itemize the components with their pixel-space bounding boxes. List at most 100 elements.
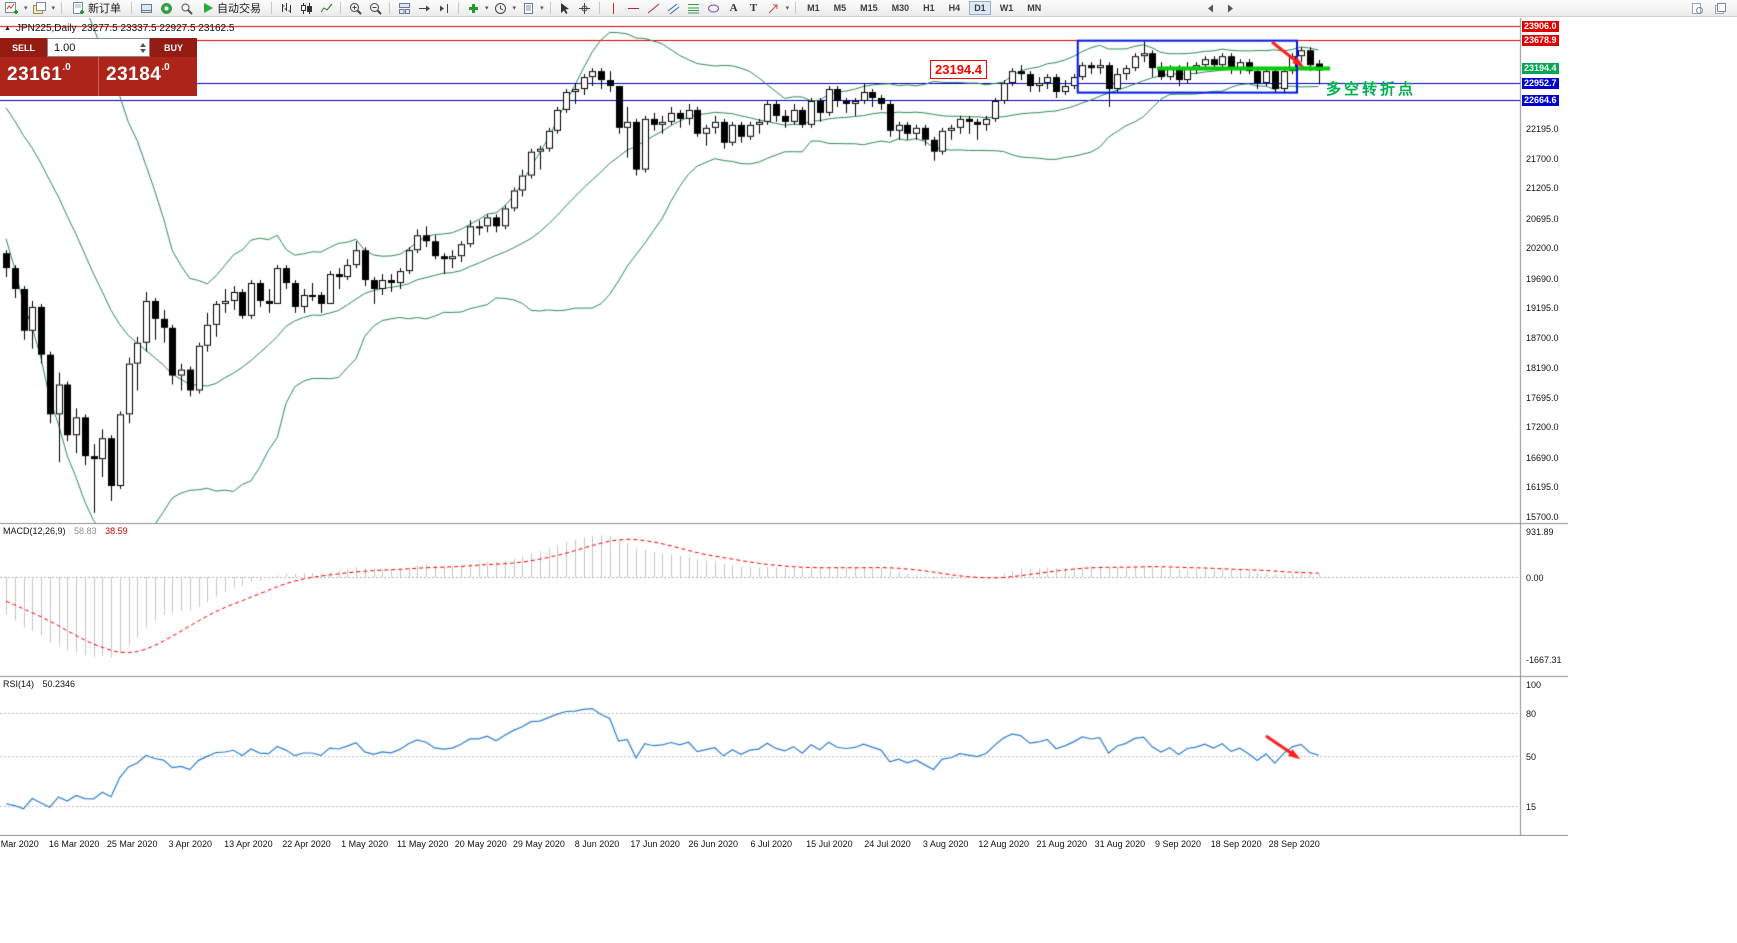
date-axis[interactable]: 6 Mar 2020 16 Mar 2020 25 Mar 2020 3 Apr 20… xyxy=(0,837,1570,851)
new-chart-icon[interactable] xyxy=(3,1,21,16)
timeframe-h1[interactable]: H1 xyxy=(918,1,940,15)
new-order-button[interactable]: 新订单 xyxy=(67,1,126,16)
price-tick-label: 17695.0 xyxy=(1526,392,1559,403)
volume-input[interactable]: 1.00 xyxy=(47,38,150,57)
profiles-caret-icon[interactable]: ▾ xyxy=(51,5,56,12)
buy-button[interactable]: BUY xyxy=(150,38,197,57)
chart-shift-icon[interactable] xyxy=(435,1,453,16)
date-label: 16 Mar 2020 xyxy=(48,839,100,849)
line-chart-icon[interactable] xyxy=(317,1,335,16)
date-label: 8 Jun 2020 xyxy=(574,839,620,849)
hline-price-label: 22664.6 xyxy=(1522,95,1559,107)
hline-price-label: 23194.4 xyxy=(1522,63,1559,75)
cursor-icon[interactable] xyxy=(556,1,574,16)
trade-panel-prices: 23161 .0 23184 .0 xyxy=(0,57,197,96)
price-tick-label: 18190.0 xyxy=(1526,363,1559,374)
date-label: 3 Apr 2020 xyxy=(168,839,213,849)
arrows-icon[interactable] xyxy=(765,1,783,16)
indicators-caret-icon[interactable]: ▾ xyxy=(485,5,489,12)
timeframe-h4[interactable]: H4 xyxy=(944,1,966,15)
scroll-back-icon[interactable] xyxy=(1201,1,1219,16)
sell-price[interactable]: 23161 .0 xyxy=(0,57,98,96)
date-label: 28 Sep 2020 xyxy=(1268,839,1320,849)
magnifier-icon[interactable] xyxy=(1688,1,1706,16)
text-icon[interactable]: A xyxy=(729,2,738,14)
tile-windows-icon[interactable] xyxy=(395,1,413,16)
vertical-line-icon[interactable] xyxy=(605,1,623,16)
spinner-up-icon[interactable] xyxy=(140,42,146,47)
price-tick-label: 16690.0 xyxy=(1526,452,1559,463)
volume-value: 1.00 xyxy=(54,41,76,54)
periods-icon[interactable] xyxy=(492,1,510,16)
divider xyxy=(340,2,342,14)
volume-spinner[interactable] xyxy=(140,42,146,53)
date-label: 6 Jul 2020 xyxy=(750,839,793,849)
date-label: 29 May 2020 xyxy=(512,839,565,849)
divider xyxy=(598,2,600,14)
scroll-forward-icon[interactable] xyxy=(1221,1,1239,16)
date-label: 11 May 2020 xyxy=(397,839,449,849)
price-tick-label: 21700.0 xyxy=(1526,153,1559,164)
channel-icon[interactable] xyxy=(665,1,683,16)
hline-price-label: 22952.7 xyxy=(1522,77,1559,89)
community-icon[interactable] xyxy=(157,1,175,16)
timeframe-d1[interactable]: D1 xyxy=(969,1,991,15)
date-label: 3 Aug 2020 xyxy=(922,839,969,849)
templates-icon[interactable] xyxy=(519,1,537,16)
date-label: 1 May 2020 xyxy=(341,839,389,849)
arrows-caret-icon[interactable]: ▾ xyxy=(785,5,790,12)
timeframe-mn[interactable]: MN xyxy=(1022,1,1046,15)
templates-caret-icon[interactable]: ▾ xyxy=(540,5,544,12)
candlestick-chart-icon[interactable] xyxy=(297,1,315,16)
divider xyxy=(389,2,391,14)
horizontal-line-icon[interactable] xyxy=(625,1,643,16)
price-annotation-label[interactable]: 23194.4 xyxy=(930,60,987,79)
chart-canvas[interactable] xyxy=(0,18,1568,836)
divider xyxy=(458,2,460,14)
shapes-icon[interactable] xyxy=(705,1,723,16)
price-tick-label: 15700.0 xyxy=(1526,511,1559,522)
sell-button[interactable]: SELL xyxy=(0,38,47,57)
date-label: 22 Apr 2020 xyxy=(282,839,331,849)
hline-price-label: 23906.0 xyxy=(1522,20,1559,32)
document-stack-icon[interactable] xyxy=(1711,1,1729,16)
terminal-icon[interactable] xyxy=(137,1,155,16)
autotrading-button[interactable]: 自动交易 xyxy=(197,1,266,16)
date-label: 9 Sep 2020 xyxy=(1154,839,1202,849)
rsi-scale-label: 100 xyxy=(1526,680,1542,691)
price-tick-label: 19195.0 xyxy=(1526,303,1559,314)
turning-point-annotation[interactable]: 多空转折点 xyxy=(1326,81,1417,98)
buy-price-main: 23184 xyxy=(106,64,162,85)
zoom-out-icon[interactable] xyxy=(366,1,384,16)
autotrading-icon xyxy=(204,3,214,13)
date-label: 24 Jul 2020 xyxy=(864,839,911,849)
timeframe-m5[interactable]: M5 xyxy=(829,1,852,15)
spinner-down-icon[interactable] xyxy=(140,48,146,53)
rsi-label: RSI(14) 50.2346 xyxy=(3,679,75,689)
toolbar: ▾ ▾ 新订单 自动交易 ▾ ▾ ▾ A T ▾ M1 M5 M15 M30 H xyxy=(0,0,1737,17)
search-icon[interactable] xyxy=(177,1,195,16)
text-label-icon[interactable]: T xyxy=(749,2,758,14)
buy-price[interactable]: 23184 .0 xyxy=(98,57,197,96)
toolbar-right-group xyxy=(1688,1,1734,16)
divider xyxy=(61,2,63,14)
timeframe-w1[interactable]: W1 xyxy=(995,1,1019,15)
timeframe-m1[interactable]: M1 xyxy=(802,1,825,15)
trendline-icon[interactable] xyxy=(645,1,663,16)
autoscroll-icon[interactable] xyxy=(415,1,433,16)
price-axis[interactable]: 22195.0 21700.0 21205.0 20695.0 20200.0 19690… xyxy=(1521,18,1569,836)
sell-price-decimal: .0 xyxy=(62,62,71,73)
fibonacci-icon[interactable] xyxy=(685,1,703,16)
periods-caret-icon[interactable]: ▾ xyxy=(512,5,517,12)
new-chart-caret-icon[interactable]: ▾ xyxy=(24,5,28,12)
buy-price-decimal: .0 xyxy=(161,62,170,73)
rsi-value: 50.2346 xyxy=(42,679,76,689)
bar-chart-icon[interactable] xyxy=(277,1,295,16)
indicators-icon[interactable] xyxy=(464,1,482,16)
timeframe-m30[interactable]: M30 xyxy=(887,1,915,15)
price-tick-label: 19690.0 xyxy=(1526,273,1559,284)
timeframe-m15[interactable]: M15 xyxy=(855,1,883,15)
profiles-icon[interactable] xyxy=(31,1,49,16)
crosshair-icon[interactable] xyxy=(576,1,594,16)
zoom-in-icon[interactable] xyxy=(346,1,364,16)
